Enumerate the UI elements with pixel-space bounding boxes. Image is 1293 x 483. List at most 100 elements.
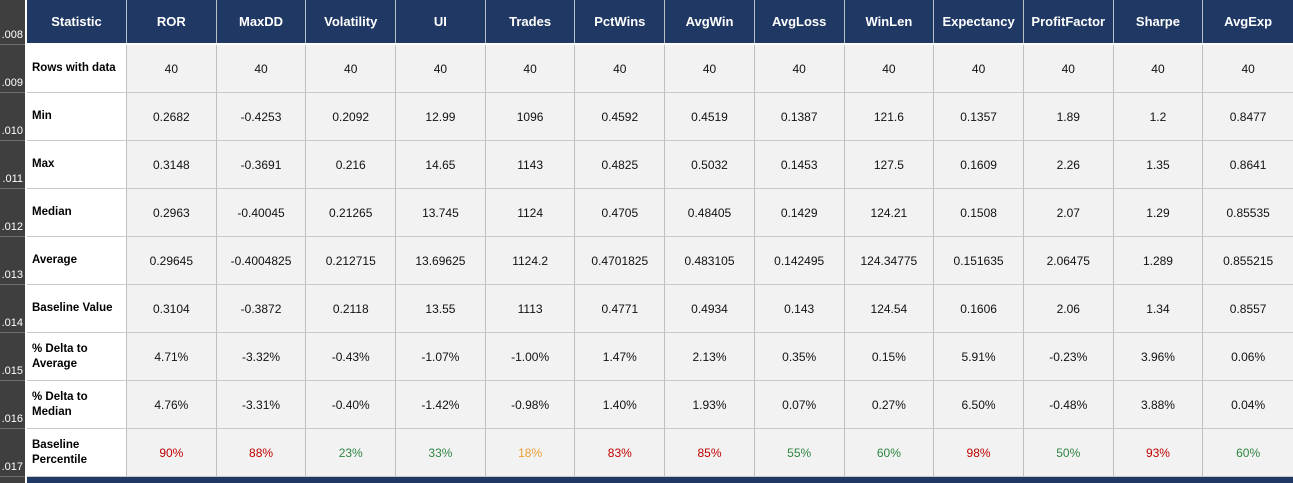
data-cell[interactable]: 40 [1023, 45, 1114, 92]
data-cell[interactable]: 0.48405 [665, 189, 755, 236]
data-cell[interactable]: -0.48% [1023, 381, 1114, 428]
header-cell-trades[interactable]: Trades [486, 0, 576, 43]
data-cell[interactable]: 4.71% [127, 333, 217, 380]
data-cell[interactable]: 0.04% [1203, 381, 1293, 428]
data-cell[interactable]: 40 [575, 45, 666, 92]
data-cell[interactable]: 3.96% [1113, 333, 1204, 380]
data-cell[interactable]: 14.65 [396, 141, 486, 188]
data-cell[interactable]: 0.29645 [127, 237, 217, 284]
data-cell[interactable]: -0.4004825 [216, 237, 307, 284]
data-cell[interactable]: 40 [396, 45, 486, 92]
data-cell[interactable]: 40 [754, 45, 845, 92]
data-cell[interactable]: 1.29 [1113, 189, 1204, 236]
data-cell[interactable]: 0.1453 [754, 141, 845, 188]
data-cell[interactable]: 2.07 [1023, 189, 1114, 236]
data-cell[interactable]: -1.42% [396, 381, 486, 428]
data-cell[interactable]: -0.23% [1023, 333, 1114, 380]
header-cell-avgexp[interactable]: AvgExp [1224, 14, 1273, 29]
row-label-cell[interactable]: Median [27, 189, 127, 236]
row-number[interactable]: .016 [0, 381, 25, 429]
header-cell-expectancy[interactable]: Expectancy [934, 0, 1024, 43]
header-cell-winlen[interactable]: WinLen [845, 0, 935, 43]
data-cell[interactable]: 1.47% [575, 333, 666, 380]
data-cell[interactable]: 0.212715 [306, 237, 397, 284]
data-cell[interactable]: 0.143 [754, 285, 845, 332]
data-cell[interactable]: 1.289 [1113, 237, 1204, 284]
data-cell[interactable]: 13.69625 [396, 237, 486, 284]
data-cell[interactable]: 60% [844, 429, 935, 476]
data-cell[interactable]: 1.89 [1023, 93, 1114, 140]
data-cell[interactable]: 0.151635 [934, 237, 1024, 284]
data-cell[interactable]: 0.4934 [665, 285, 755, 332]
data-cell[interactable]: 0.1429 [754, 189, 845, 236]
data-cell[interactable]: 90% [127, 429, 217, 476]
data-cell[interactable]: -1.00% [485, 333, 576, 380]
data-cell[interactable]: -0.3872 [216, 285, 307, 332]
data-cell[interactable]: 0.35% [754, 333, 845, 380]
data-cell[interactable]: 83% [575, 429, 666, 476]
data-cell[interactable]: 12.99 [396, 93, 486, 140]
data-cell[interactable]: 0.21265 [306, 189, 397, 236]
data-cell[interactable]: 0.06% [1203, 333, 1293, 380]
row-number[interactable]: .013 [0, 237, 25, 285]
data-cell[interactable]: 2.06 [1023, 285, 1114, 332]
row-number[interactable]: .009 [0, 45, 25, 93]
data-cell[interactable]: 121.6 [844, 93, 935, 140]
data-cell[interactable]: 93% [1113, 429, 1204, 476]
row-label-cell[interactable]: Average [27, 237, 127, 284]
data-cell[interactable]: -1.07% [396, 333, 486, 380]
data-cell[interactable]: 0.3148 [127, 141, 217, 188]
data-cell[interactable]: 0.4825 [575, 141, 666, 188]
data-cell[interactable]: 1.2 [1113, 93, 1204, 140]
data-cell[interactable]: 40 [844, 45, 935, 92]
row-number[interactable]: .011 [0, 141, 25, 189]
data-cell[interactable]: 33% [396, 429, 486, 476]
data-cell[interactable]: 40 [485, 45, 576, 92]
data-cell[interactable]: 88% [216, 429, 307, 476]
data-cell[interactable]: 60% [1203, 429, 1293, 476]
data-cell[interactable]: 127.5 [844, 141, 935, 188]
data-cell[interactable]: 0.1609 [934, 141, 1024, 188]
header-cell-statistic[interactable]: Statistic [27, 0, 127, 43]
row-label-cell[interactable]: Baseline Percentile [27, 429, 127, 476]
data-cell[interactable]: -0.4253 [216, 93, 307, 140]
data-cell[interactable]: 0.8477 [1203, 93, 1293, 140]
data-cell[interactable]: 50% [1023, 429, 1114, 476]
data-cell[interactable]: -0.98% [485, 381, 576, 428]
data-cell[interactable]: -0.43% [306, 333, 397, 380]
data-cell[interactable]: 0.3104 [127, 285, 217, 332]
row-number[interactable]: .010 [0, 93, 25, 141]
data-cell[interactable]: 0.8641 [1203, 141, 1293, 188]
header-cell-pctwins[interactable]: PctWins [575, 0, 666, 43]
row-label-cell[interactable]: % Delta to Average [27, 333, 127, 380]
data-cell[interactable]: 0.483105 [665, 237, 755, 284]
row-number[interactable]: .012 [0, 189, 25, 237]
header-cell-avgloss[interactable]: AvgLoss [755, 0, 845, 43]
data-cell[interactable]: 1143 [485, 141, 576, 188]
data-cell[interactable]: 98% [934, 429, 1024, 476]
data-cell[interactable]: 5.91% [934, 333, 1024, 380]
data-cell[interactable]: 0.1357 [934, 93, 1024, 140]
data-cell[interactable]: 18% [485, 429, 576, 476]
data-cell[interactable]: 1113 [485, 285, 576, 332]
data-cell[interactable]: 124.34775 [844, 237, 935, 284]
header-cell-ror[interactable]: ROR [127, 0, 217, 43]
data-cell[interactable]: 40 [934, 45, 1024, 92]
header-cell-profitfactor[interactable]: ProfitFactor [1024, 0, 1114, 43]
data-cell[interactable]: 0.07% [754, 381, 845, 428]
header-cell-sharpe[interactable]: Sharpe [1114, 0, 1204, 43]
data-cell[interactable]: 0.8557 [1203, 285, 1293, 332]
data-cell[interactable]: 0.15% [844, 333, 935, 380]
row-number[interactable]: .015 [0, 333, 25, 381]
data-cell[interactable]: 55% [754, 429, 845, 476]
data-cell[interactable]: 0.4771 [575, 285, 666, 332]
row-number[interactable]: .008 [0, 0, 25, 45]
data-cell[interactable]: 1.34 [1113, 285, 1204, 332]
data-cell[interactable]: 0.1387 [754, 93, 845, 140]
data-cell[interactable]: 0.4705 [575, 189, 666, 236]
data-cell[interactable]: 23% [306, 429, 397, 476]
header-cell-maxdd[interactable]: MaxDD [217, 0, 307, 43]
data-cell[interactable]: 2.13% [665, 333, 755, 380]
row-label-cell[interactable]: Min [27, 93, 127, 140]
data-cell[interactable]: 6.50% [934, 381, 1024, 428]
